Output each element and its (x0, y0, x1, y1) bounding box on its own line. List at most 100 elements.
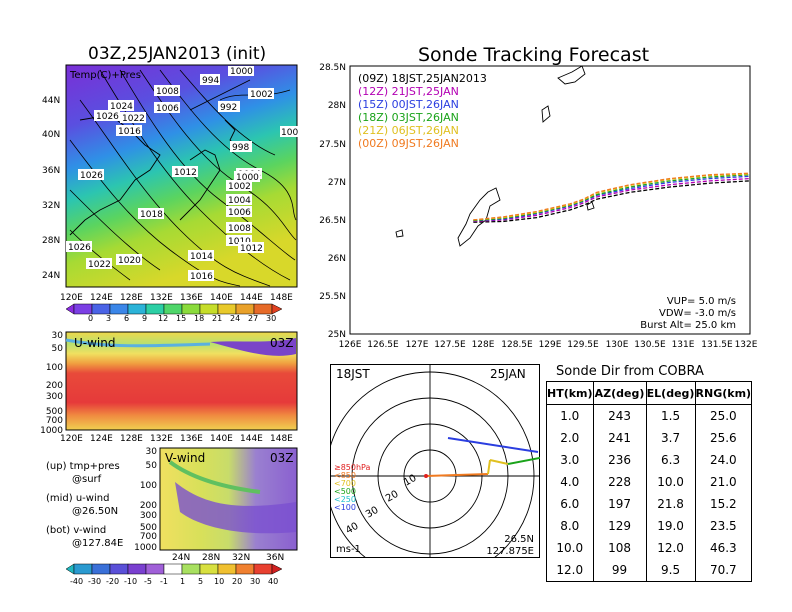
tracking-title: Sonde Tracking Forecast (418, 44, 650, 66)
svg-text:1016: 1016 (118, 127, 141, 137)
polar-frame (330, 364, 540, 558)
legend-item: (15Z) 00JST,26JAN (358, 98, 459, 111)
table-row: 6.0 197 21.8 15.2 (546, 493, 753, 515)
y-tick: 200 (140, 501, 157, 511)
tracking-lon-ticks: 126E 126.5E 127E 127.5E 128E 128.5E 129E… (339, 340, 758, 350)
svg-text:1022: 1022 (88, 260, 111, 270)
colorbar-label: 24 (230, 314, 240, 322)
colorbar-label: 15 (176, 314, 186, 322)
lon-tick: 130.5E (634, 340, 666, 350)
note-bot: (bot) v-wind (46, 525, 107, 536)
colorbar-label: 27 (248, 314, 258, 322)
cell: 21.0 (694, 471, 753, 493)
pressure-label: 1020 (116, 254, 142, 266)
pressure-label: 100 (280, 126, 298, 138)
temperature-colorbar (65, 303, 283, 315)
cell: 236 (592, 449, 647, 471)
cell: 8.0 (546, 515, 594, 537)
svg-text:1012: 1012 (174, 168, 197, 178)
u-wind-jet-band (65, 338, 211, 348)
tracking-legend: (09Z) 18JST,25JAN2013 (12Z) 21JST,25JAN … (358, 72, 487, 150)
y-tick: 50 (146, 461, 158, 471)
pressure-label: 1026 (78, 169, 104, 181)
pressure-label: 1026 (66, 241, 92, 253)
cell: 6.0 (546, 493, 594, 515)
x-tick: 140E (210, 434, 233, 442)
cell: 25.6 (694, 427, 753, 449)
level-item: <850 (334, 471, 356, 480)
y-tick: 100 (140, 481, 157, 491)
colorbar-label: 0 (88, 314, 93, 322)
lon-tick: 128E (472, 340, 495, 350)
header-cell: HT(km) (546, 381, 594, 405)
note-mid-level: @26.50N (72, 506, 119, 517)
lat-tick: 28N (328, 101, 346, 111)
svg-text:1002: 1002 (250, 90, 273, 100)
colorbar-label: 30 (250, 577, 260, 586)
lon-tick: 129.5E (567, 340, 599, 350)
colorbar-label: -40 (70, 577, 83, 586)
cell: 23.5 (694, 515, 753, 537)
u-wind-y-ticks: 30 50 100 200 300 500 700 1000 (40, 331, 63, 436)
lat-tick: 28.5N (319, 63, 346, 73)
header-cell: EL(deg) (645, 381, 696, 405)
level-item: <250 (334, 495, 356, 504)
x-tick: 132E (150, 434, 173, 442)
pressure-label: 1012 (172, 166, 198, 178)
svg-text:1008: 1008 (228, 224, 251, 234)
legend-item: (18Z) 03JST,26JAN (358, 111, 459, 124)
polar-time-label: 18JST (336, 367, 370, 381)
level-item: <100 (334, 503, 356, 512)
y-tick: 1000 (40, 426, 63, 436)
svg-text:1026: 1026 (80, 171, 103, 181)
svg-text:1024: 1024 (110, 102, 133, 112)
pressure-label: 1002 (248, 88, 274, 100)
svg-text:1020: 1020 (118, 256, 141, 266)
colorbar-label: 5 (198, 577, 203, 586)
x-tick: 32N (232, 553, 250, 563)
lat-tick: 40N (42, 130, 60, 140)
u-wind-x-ticks: 120E 124E 128E 132E 136E 140E 144E 148E (60, 434, 293, 442)
table-header-row: HT(km) AZ(deg) EL(deg) RNG(km) (546, 381, 753, 405)
cell: 2.0 (546, 427, 594, 449)
table-row: 1.0 243 1.5 25.0 (546, 404, 753, 427)
colorbar-label: 40 (268, 577, 278, 586)
pressure-label: 998 (230, 141, 252, 153)
surface-map-title: 03Z,25JAN2013 (init) (88, 44, 267, 64)
sonde-direction-table: HT(km) AZ(deg) EL(deg) RNG(km) 1.0 243 1.5… (546, 381, 753, 582)
polar-level-legend: ≥850hPa <850 <700 <500 <250 <100 (334, 463, 371, 512)
panel-notes: (up) tmp+pres @surf (mid) u-wind @26.50N… (46, 460, 123, 550)
colorbar-label: -30 (88, 577, 101, 586)
surface-map: Temp(C)+Pres 44N 40N 36N 32N 28N 24N 120… (42, 64, 298, 322)
vdw-text: VDW= -3.0 m/s (659, 308, 736, 319)
svg-text:1022: 1022 (122, 114, 145, 124)
x-tick: 144E (240, 434, 263, 442)
svg-text:100: 100 (281, 128, 298, 138)
y-tick: 500 (46, 407, 63, 417)
u-wind-low-region (210, 338, 296, 356)
x-tick: 36N (266, 553, 284, 563)
colorbar-label: 18 (194, 314, 204, 322)
table-row: 3.0 236 6.3 24.0 (546, 449, 753, 471)
colorbar-label: 21 (212, 314, 222, 322)
v-wind-band (168, 460, 261, 494)
lon-tick: 129E (539, 340, 562, 350)
cell: 129 (592, 515, 647, 537)
lon-tick: 132E (150, 293, 173, 303)
polar-plot: 10 20 30 40 18JST 25JAN ≥850hPa <850 <70… (330, 364, 540, 558)
lon-tick: 132E (735, 340, 758, 350)
pressure-label: 1008 (154, 85, 180, 97)
svg-text:1000: 1000 (230, 67, 253, 77)
colorbar-label: 10 (214, 577, 224, 586)
svg-text:1014: 1014 (190, 252, 213, 262)
y-tick: 50 (52, 344, 64, 354)
lon-tick: 126E (339, 340, 362, 350)
lon-tick: 131E (672, 340, 695, 350)
pressure-label: 1002 (226, 180, 252, 192)
polar-lat: 26.5N (504, 534, 534, 545)
table-row: 4.0 228 10.0 21.0 (546, 471, 753, 493)
legend-item: (12Z) 21JST,25JAN (358, 85, 459, 98)
svg-text:1000: 1000 (236, 173, 259, 183)
cell: 3.0 (546, 449, 594, 471)
pressure-label: 1026 (94, 110, 120, 122)
